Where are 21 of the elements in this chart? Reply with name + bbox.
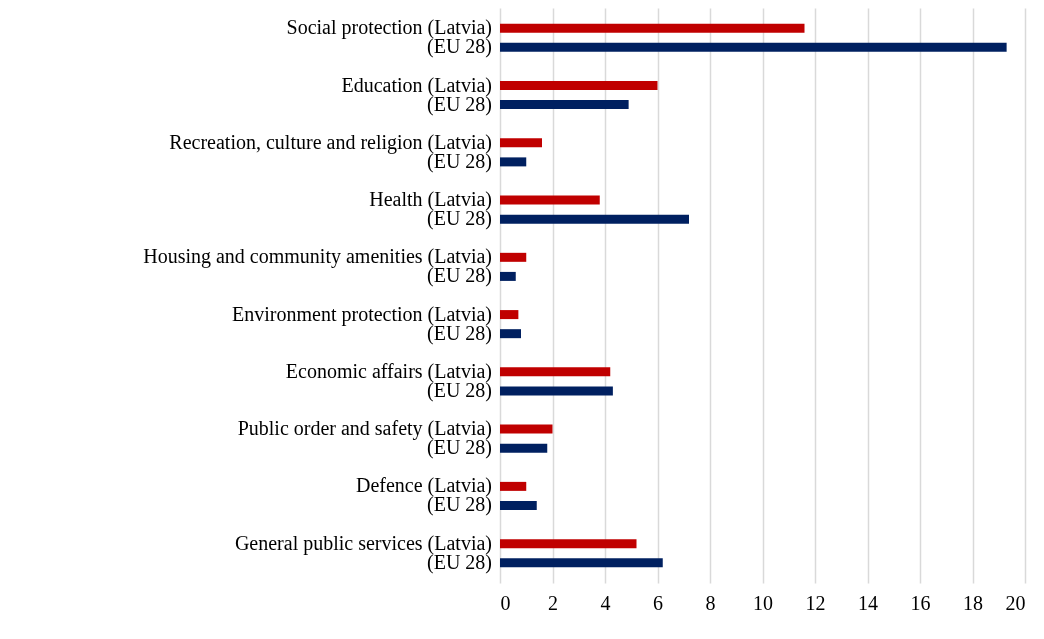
y-tick-label: Economic affairs (Latvia) [285, 359, 492, 383]
y-tick-label: Housing and community amenities (Latvia) [143, 245, 492, 269]
x-tick-label: 0 [500, 591, 511, 614]
y-tick-label: Public order and safety (Latvia) [237, 417, 492, 441]
x-tick-label: 6 [653, 591, 663, 614]
x-tick-label: 20 [1005, 591, 1026, 614]
x-tick-label: 2 [548, 591, 558, 614]
y-tick-label: Social protection (Latvia) [286, 16, 492, 40]
y-tick-label: General public services (Latvia) [234, 531, 492, 555]
x-tick-label: 16 [910, 591, 931, 614]
x-tick-label: 10 [753, 591, 773, 614]
x-tick-label: 8 [705, 591, 716, 614]
y-tick-label: Health (Latvia) [369, 188, 492, 212]
y-tick-label: Recreation, culture and religion (Latvia) [169, 130, 492, 154]
y-tick-label: Defence (Latvia) [355, 474, 492, 498]
y-tick-label: Environment protection (Latvia) [232, 302, 492, 326]
x-tick-label: 18 [963, 591, 983, 614]
y-tick-label: Education (Latvia) [341, 73, 492, 97]
x-tick-label: 12 [805, 591, 826, 614]
x-tick-label: 4 [600, 591, 611, 614]
x-tick-label: 14 [858, 591, 878, 614]
